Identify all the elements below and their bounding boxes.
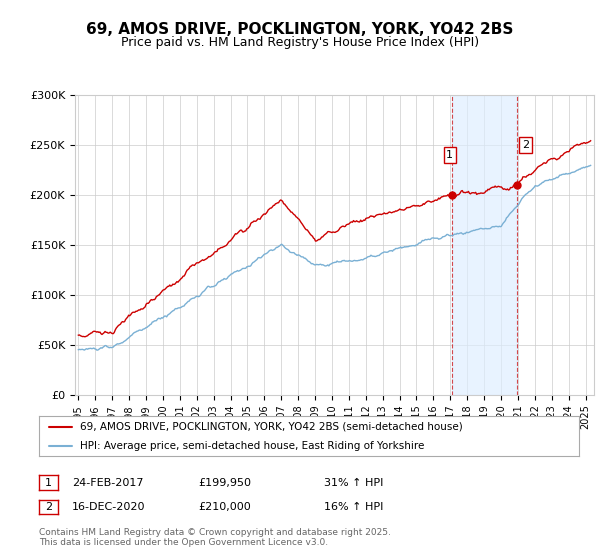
Text: HPI: Average price, semi-detached house, East Riding of Yorkshire: HPI: Average price, semi-detached house,…	[79, 441, 424, 451]
Text: 16% ↑ HPI: 16% ↑ HPI	[324, 502, 383, 512]
Text: 1: 1	[446, 150, 453, 160]
Text: 69, AMOS DRIVE, POCKLINGTON, YORK, YO42 2BS (semi-detached house): 69, AMOS DRIVE, POCKLINGTON, YORK, YO42 …	[79, 422, 462, 432]
Bar	[452, 95, 517, 395]
Text: Contains HM Land Registry data © Crown copyright and database right 2025.
This d: Contains HM Land Registry data © Crown c…	[39, 528, 391, 547]
Text: £210,000: £210,000	[198, 502, 251, 512]
Text: 1: 1	[45, 478, 52, 488]
Text: 2: 2	[522, 140, 529, 150]
Text: 24-FEB-2017: 24-FEB-2017	[72, 478, 143, 488]
Text: 2: 2	[45, 502, 52, 512]
Text: Price paid vs. HM Land Registry's House Price Index (HPI): Price paid vs. HM Land Registry's House …	[121, 36, 479, 49]
Text: 31% ↑ HPI: 31% ↑ HPI	[324, 478, 383, 488]
Text: 16-DEC-2020: 16-DEC-2020	[72, 502, 146, 512]
Text: 69, AMOS DRIVE, POCKLINGTON, YORK, YO42 2BS: 69, AMOS DRIVE, POCKLINGTON, YORK, YO42 …	[86, 22, 514, 38]
Text: £199,950: £199,950	[198, 478, 251, 488]
